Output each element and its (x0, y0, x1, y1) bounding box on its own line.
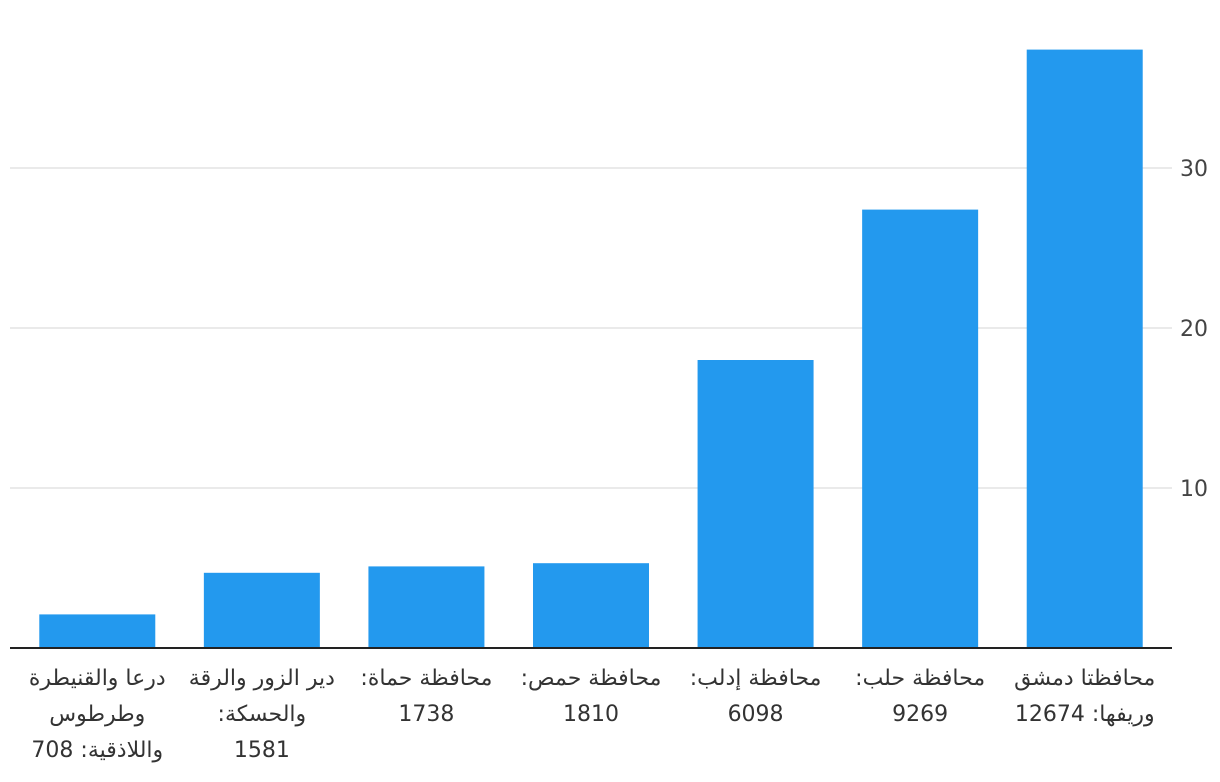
bar (697, 360, 814, 648)
category-label-line: محافظة إدلب: (690, 666, 822, 691)
bar (368, 566, 485, 648)
category-label: محافظة حمص: 1810 (521, 666, 662, 727)
category-label: محافظة إدلب: 6098 (690, 666, 822, 727)
category-label-line: وريفها: 12674 (1015, 702, 1155, 727)
y-tick-label: 10 (1180, 477, 1208, 502)
bar (203, 572, 320, 648)
category-label: درعا والقنيطرة وطرطوس واللاذقية: 708 (29, 666, 166, 763)
category-label-line: 6098 (728, 702, 784, 727)
gridlines (10, 167, 1172, 489)
category-label: محافظتا دمشق وريفها: 12674 (1014, 666, 1155, 727)
category-label-line: محافظتا دمشق (1014, 666, 1155, 691)
category-label-line: محافظة حلب: (855, 666, 985, 691)
category-label: محافظة حلب: 9269 (855, 666, 985, 727)
category-label-line: 1810 (563, 702, 619, 727)
bars (39, 49, 1143, 649)
category-label-line: دير الزور والرقة (189, 666, 335, 691)
y-axis-ticks: 10 20 30 (1180, 157, 1208, 502)
bar (1026, 49, 1143, 649)
category-label-line: محافظة حمص: (521, 666, 662, 691)
bar (39, 614, 156, 648)
category-label-line: 1738 (398, 702, 454, 727)
category-label: دير الزور والرقة والحسكة: 1581 (189, 666, 335, 763)
category-label-line: محافظة حماة: (360, 666, 492, 691)
category-label-line: 1581 (234, 738, 290, 763)
category-label-line: واللاذقية: 708 (31, 738, 163, 763)
category-label: محافظة حماة: 1738 (360, 666, 492, 727)
y-tick-label: 20 (1180, 317, 1208, 342)
y-tick-label: 30 (1180, 157, 1208, 182)
category-label-line: وطرطوس (49, 702, 145, 727)
bar (533, 563, 649, 648)
category-label-line: والحسكة: (218, 702, 307, 727)
category-label-line: 9269 (892, 702, 948, 727)
category-label-line: درعا والقنيطرة (29, 666, 166, 691)
x-axis-labels: محافظتا دمشق وريفها: 12674 محافظة حلب: 9269… (29, 666, 1155, 763)
bar (862, 209, 979, 648)
